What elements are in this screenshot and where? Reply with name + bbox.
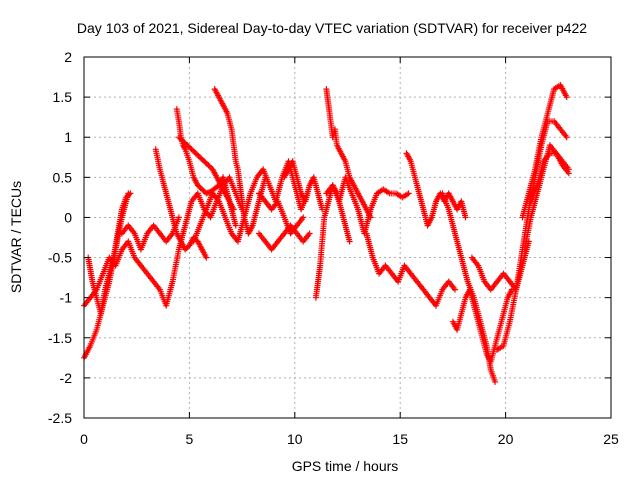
y-tick-label: 0 — [64, 209, 72, 225]
y-tick-label: 2 — [64, 49, 72, 65]
data-series — [152, 146, 210, 261]
data-point — [203, 254, 210, 261]
data-point — [563, 134, 570, 141]
y-tick-label: 1 — [64, 129, 72, 145]
x-tick-label: 15 — [392, 431, 408, 447]
data-point — [300, 214, 307, 221]
data-point — [127, 190, 134, 197]
y-tick-label: -2.5 — [48, 410, 72, 426]
x-tick-label: 25 — [603, 431, 619, 447]
chart-title: Day 103 of 2021, Sidereal Day-to-day VTE… — [77, 20, 587, 36]
data-series — [175, 134, 237, 213]
data-series — [211, 86, 269, 237]
plot-frame — [83, 56, 612, 419]
data-point — [230, 206, 237, 213]
y-tick-label: -1.5 — [48, 330, 72, 346]
data-series — [527, 150, 572, 205]
data-point — [565, 170, 572, 177]
x-tick-label: 20 — [498, 431, 514, 447]
data-series — [281, 158, 326, 213]
data-series — [85, 190, 134, 317]
data-point — [306, 230, 313, 237]
data-point — [346, 238, 353, 245]
data-point — [175, 214, 182, 221]
data-series — [190, 158, 311, 245]
data-point — [452, 286, 458, 293]
data-series — [363, 230, 458, 309]
data-series — [323, 174, 412, 237]
y-tick-label: -1 — [60, 290, 73, 306]
data-point — [492, 378, 499, 385]
y-tick-label: 0.5 — [53, 169, 73, 185]
data-point — [232, 222, 239, 229]
data-series — [403, 150, 469, 229]
x-tick-label: 10 — [287, 431, 303, 447]
data-series — [439, 190, 499, 385]
data-series — [312, 182, 353, 301]
data-points — [81, 82, 572, 385]
y-tick-label: 1.5 — [53, 89, 73, 105]
y-tick-label: -2 — [60, 370, 73, 386]
x-tick-label: 5 — [186, 431, 194, 447]
data-series — [519, 82, 570, 221]
data-series — [468, 238, 532, 293]
y-axis-label: SDTVAR / TECUs — [8, 181, 24, 293]
data-point — [462, 214, 469, 221]
x-tick-label: 0 — [80, 431, 88, 447]
data-series — [323, 86, 374, 221]
data-point — [563, 94, 570, 101]
grid — [84, 57, 611, 418]
data-point — [405, 190, 412, 197]
y-tick-label: -0.5 — [48, 250, 72, 266]
x-axis-label: GPS time / hours — [292, 458, 399, 474]
axis-ticks — [83, 56, 612, 419]
data-series — [256, 222, 313, 253]
tick-labels: 0 5 10 15 20 25 -2.5 -2 -1.5 -1 -0.5 0 0.5 1 1.5 2 — [48, 49, 619, 447]
